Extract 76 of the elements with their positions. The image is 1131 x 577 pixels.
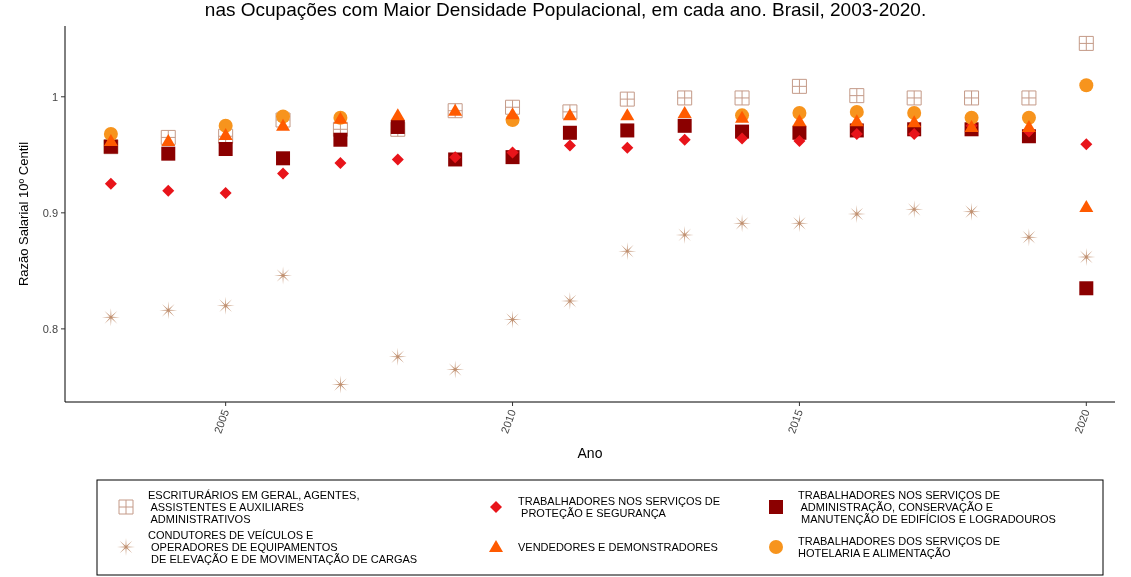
legend-label: TRABALHADORES NOS SERVIÇOS DE PROTEÇÃO E SEGURANÇA [518, 494, 721, 519]
y-tick-label: 0.9 [42, 206, 58, 219]
point [218, 142, 233, 157]
point [791, 78, 807, 94]
point [1021, 90, 1037, 106]
point [964, 110, 979, 125]
point [277, 167, 290, 180]
legend-label: TRABALHADORES DOS SERVIÇOS DE HOTELARIA E ALIMENTAÇÃO [798, 534, 1001, 559]
point [1079, 78, 1094, 93]
point [333, 132, 348, 147]
point [162, 184, 175, 197]
x-tick-label: 2020 [1072, 407, 1092, 436]
x-tick-label: 2015 [785, 407, 805, 436]
point [906, 90, 922, 106]
point [1080, 138, 1093, 151]
point [219, 187, 232, 200]
legend-label: VENDEDORES E DEMONSTRADORES [518, 540, 718, 553]
point [562, 104, 578, 120]
point [849, 104, 864, 119]
point [218, 118, 233, 133]
point [276, 118, 291, 131]
point [161, 133, 176, 146]
point [849, 114, 864, 127]
point [619, 91, 635, 107]
point [562, 108, 577, 121]
point [677, 106, 692, 119]
point [907, 115, 922, 128]
point [792, 114, 807, 127]
legend-label: TRABALHADORES NOS SERVIÇOS DE ADMINISTRAÇÃO, CONSERVAÇÃO E MANUTENÇÃO DE EDIFÍCIOS E LOGRADOUROS [798, 488, 1056, 525]
point [736, 132, 749, 145]
point [793, 134, 806, 147]
point [620, 108, 635, 121]
point [964, 90, 980, 106]
point [620, 123, 635, 138]
legend-label: ESCRITURÁRIOS EM GERAL, AGENTES, ASSISTENTES E AUXILIARES ADMINISTRATIVOS [148, 488, 360, 525]
point [962, 202, 981, 221]
point [332, 121, 348, 137]
point [276, 109, 291, 124]
point [677, 118, 692, 133]
point [850, 127, 863, 140]
point [104, 177, 117, 190]
point [1079, 281, 1094, 296]
point [734, 90, 750, 106]
point [506, 146, 519, 159]
x-tick-label: 2010 [498, 407, 519, 436]
point [391, 153, 404, 166]
x-axis-title: Ano [577, 445, 603, 461]
y-tick-label: 1 [51, 90, 58, 103]
point [908, 127, 921, 140]
point [562, 125, 577, 140]
point [103, 133, 118, 146]
chart-title: nas Ocupações com Maior Densidade Populacional, em cada ano. Brasil, 2003-2020. [204, 0, 927, 20]
point [503, 310, 522, 329]
point [334, 156, 347, 169]
point [1079, 200, 1094, 213]
point [1078, 35, 1094, 51]
x-tick-label: 2005 [211, 407, 232, 436]
point [677, 90, 693, 106]
point [390, 108, 405, 121]
point [678, 133, 691, 146]
point [505, 99, 521, 115]
y-tick-label: 0.8 [42, 322, 58, 335]
point [216, 296, 235, 315]
point [331, 375, 350, 394]
point [505, 107, 520, 120]
point [621, 141, 634, 154]
point [1021, 110, 1036, 125]
point [849, 88, 865, 104]
point [160, 129, 176, 145]
point [563, 139, 576, 152]
y-axis-title: Razão Salarial 10º Centil [16, 141, 31, 287]
legend-label: CONDUTORES DE VEÍCULOS E OPERADORES DE EQUIPAMENTOS DE ELEVAÇÃO E DE MOVIMENTAÇÃO DE CARGAS [148, 528, 418, 565]
point [161, 146, 176, 161]
point [1021, 119, 1036, 132]
point [907, 106, 922, 121]
point [276, 151, 291, 166]
